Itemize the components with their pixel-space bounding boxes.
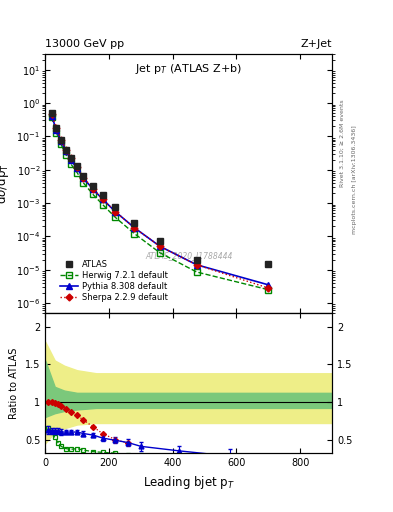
Text: Rivet 3.1.10; ≥ 2.6M events: Rivet 3.1.10; ≥ 2.6M events bbox=[340, 99, 345, 187]
Pythia 8.308 default bbox=[158, 243, 162, 249]
X-axis label: Leading bjet p$_T$: Leading bjet p$_T$ bbox=[143, 474, 235, 490]
Sherpa 2.2.9 default bbox=[91, 185, 95, 191]
Herwig 7.2.1 default bbox=[194, 269, 199, 275]
Sherpa 2.2.9 default bbox=[132, 225, 137, 231]
Pythia 8.308 default bbox=[68, 157, 73, 163]
Pythia 8.308 default bbox=[132, 225, 137, 231]
Y-axis label: Ratio to ATLAS: Ratio to ATLAS bbox=[9, 347, 19, 419]
Text: mcplots.cern.ch [arXiv:1306.3436]: mcplots.cern.ch [arXiv:1306.3436] bbox=[352, 125, 357, 233]
Line: Herwig 7.2.1 default: Herwig 7.2.1 default bbox=[48, 114, 272, 293]
Pythia 8.308 default bbox=[113, 208, 118, 215]
Y-axis label: d$\sigma$/dp$_\mathregular{T}$: d$\sigma$/dp$_\mathregular{T}$ bbox=[0, 163, 11, 204]
ATLAS bbox=[75, 163, 79, 169]
Pythia 8.308 default bbox=[49, 113, 54, 119]
Pythia 8.308 default bbox=[266, 282, 271, 288]
Sherpa 2.2.9 default bbox=[54, 125, 59, 131]
Herwig 7.2.1 default bbox=[75, 169, 79, 176]
Pythia 8.308 default bbox=[64, 148, 68, 154]
Text: Jet p$_T$ (ATLAS Z+b): Jet p$_T$ (ATLAS Z+b) bbox=[135, 61, 242, 76]
Pythia 8.308 default bbox=[81, 175, 86, 181]
Herwig 7.2.1 default bbox=[91, 191, 95, 198]
ATLAS bbox=[54, 125, 59, 131]
ATLAS bbox=[132, 220, 137, 226]
ATLAS bbox=[81, 173, 86, 179]
Herwig 7.2.1 default bbox=[113, 215, 118, 221]
Sherpa 2.2.9 default bbox=[81, 175, 86, 181]
ATLAS bbox=[194, 257, 199, 263]
ATLAS bbox=[49, 110, 54, 116]
Herwig 7.2.1 default bbox=[100, 201, 105, 207]
ATLAS bbox=[158, 239, 162, 245]
Herwig 7.2.1 default bbox=[49, 114, 54, 120]
ATLAS bbox=[100, 192, 105, 198]
Text: 13000 GeV pp: 13000 GeV pp bbox=[45, 39, 124, 49]
Herwig 7.2.1 default bbox=[54, 130, 59, 136]
Herwig 7.2.1 default bbox=[64, 152, 68, 158]
Legend: ATLAS, Herwig 7.2.1 default, Pythia 8.308 default, Sherpa 2.2.9 default: ATLAS, Herwig 7.2.1 default, Pythia 8.30… bbox=[58, 258, 170, 304]
Sherpa 2.2.9 default bbox=[64, 146, 68, 153]
Sherpa 2.2.9 default bbox=[194, 262, 199, 268]
Herwig 7.2.1 default bbox=[266, 287, 271, 293]
Sherpa 2.2.9 default bbox=[75, 164, 79, 170]
Sherpa 2.2.9 default bbox=[49, 111, 54, 117]
ATLAS bbox=[64, 146, 68, 153]
Sherpa 2.2.9 default bbox=[100, 196, 105, 202]
ATLAS bbox=[68, 155, 73, 161]
Line: ATLAS: ATLAS bbox=[48, 110, 272, 267]
ATLAS bbox=[59, 137, 64, 143]
Sherpa 2.2.9 default bbox=[113, 208, 118, 215]
Pythia 8.308 default bbox=[194, 262, 199, 268]
Herwig 7.2.1 default bbox=[59, 141, 64, 147]
Herwig 7.2.1 default bbox=[132, 230, 137, 237]
Pythia 8.308 default bbox=[54, 127, 59, 133]
Text: Z+Jet: Z+Jet bbox=[301, 39, 332, 49]
ATLAS bbox=[91, 183, 95, 189]
Pythia 8.308 default bbox=[100, 196, 105, 202]
Sherpa 2.2.9 default bbox=[59, 137, 64, 143]
Sherpa 2.2.9 default bbox=[158, 243, 162, 249]
Sherpa 2.2.9 default bbox=[68, 155, 73, 161]
Line: Pythia 8.308 default: Pythia 8.308 default bbox=[48, 113, 272, 288]
Herwig 7.2.1 default bbox=[81, 180, 86, 186]
Sherpa 2.2.9 default bbox=[266, 285, 271, 291]
Line: Sherpa 2.2.9 default: Sherpa 2.2.9 default bbox=[49, 111, 271, 290]
Text: ATLAS_2020_I1788444: ATLAS_2020_I1788444 bbox=[145, 251, 232, 261]
ATLAS bbox=[113, 204, 118, 210]
Pythia 8.308 default bbox=[75, 165, 79, 172]
ATLAS bbox=[266, 261, 271, 267]
Herwig 7.2.1 default bbox=[68, 161, 73, 167]
Pythia 8.308 default bbox=[59, 138, 64, 144]
Pythia 8.308 default bbox=[91, 186, 95, 192]
Herwig 7.2.1 default bbox=[158, 250, 162, 256]
